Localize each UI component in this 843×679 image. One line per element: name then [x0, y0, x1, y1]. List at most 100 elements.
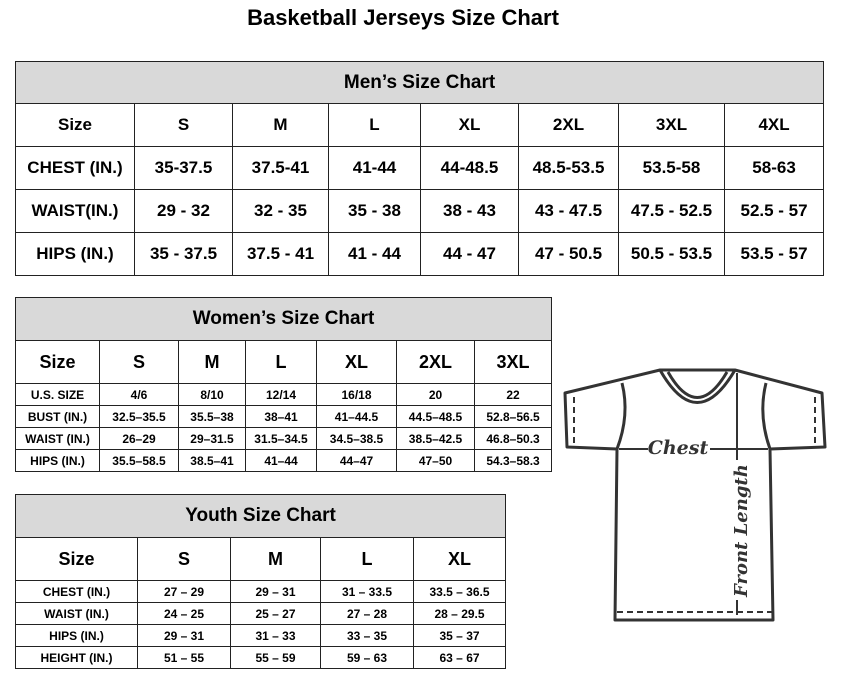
- table-cell: 29 - 32: [134, 189, 233, 233]
- table-cell: S: [99, 340, 179, 384]
- table-cell: 41 - 44: [328, 232, 421, 276]
- table-cell: 35 - 37.5: [134, 232, 233, 276]
- table-cell: 41–44: [245, 449, 317, 472]
- table-row: HIPS (IN.) 29 – 31 31 – 33 33 – 35 35 – 37: [15, 624, 507, 647]
- youth-size-table: Youth Size Chart Size S M L XL CHEST (IN.) 27 …: [14, 494, 507, 669]
- chest-label: Chest: [648, 437, 709, 459]
- table-cell: XL: [316, 340, 397, 384]
- table-cell: 16/18: [316, 383, 397, 406]
- table-cell: 44-48.5: [420, 146, 519, 190]
- table-row: HEIGHT (IN.) 51 – 55 55 – 59 59 – 63 63 – 67: [15, 646, 507, 669]
- table-cell: 34.5–38.5: [316, 427, 397, 450]
- table-row: Size S M L XL: [15, 537, 507, 581]
- table-cell: S: [137, 537, 231, 581]
- table-row: CHEST (IN.) 27 – 29 29 – 31 31 – 33.5 33.5 –…: [15, 580, 507, 603]
- table-cell: 33.5 – 36.5: [412, 580, 507, 603]
- row-label: CHEST (IN.): [15, 580, 138, 603]
- table-cell: 35-37.5: [134, 146, 233, 190]
- table-caption: Youth Size Chart: [14, 494, 507, 538]
- table-cell: L: [328, 103, 421, 147]
- table-cell: 27 – 29: [137, 580, 231, 603]
- table-cell: 47.5 - 52.5: [618, 189, 725, 233]
- sleeve-seam-left: [615, 382, 627, 450]
- table-cell: 53.5-58: [618, 146, 725, 190]
- table-cell: 38 - 43: [420, 189, 519, 233]
- table-row: BUST (IN.) 32.5–35.5 35.5–38 38–41 41–44.5 44…: [15, 405, 553, 428]
- table-cell: 3XL: [618, 103, 725, 147]
- row-label: Size: [15, 103, 135, 147]
- jersey-diagram: Chest Front Length: [563, 368, 827, 622]
- table-row: CHEST (IN.) 35-37.5 37.5-41 41-44 44-48.5 48.…: [15, 146, 825, 190]
- row-label: BUST (IN.): [15, 405, 100, 428]
- table-cell: 4XL: [723, 103, 825, 147]
- table-cell: 31.5–34.5: [245, 427, 317, 450]
- table-row: Size S M L XL 2XL 3XL: [15, 340, 553, 384]
- table-cell: 38.5–41: [178, 449, 246, 472]
- table-cell: 4/6: [99, 383, 179, 406]
- table-cell: M: [232, 103, 329, 147]
- table-cell: 31 – 33.5: [320, 580, 414, 603]
- table-cell: 31 – 33: [230, 624, 321, 647]
- table-cell: 22: [473, 383, 553, 406]
- table-caption: Women’s Size Chart: [14, 297, 553, 341]
- table-cell: 29 – 31: [230, 580, 321, 603]
- table-caption: Men’s Size Chart: [14, 61, 825, 104]
- table-row: WAIST (IN.) 24 – 25 25 – 27 27 – 28 28 – 29.…: [15, 602, 507, 625]
- table-cell: 44.5–48.5: [396, 405, 475, 428]
- table-cell: 37.5-41: [232, 146, 329, 190]
- table-cell: 53.5 - 57: [723, 232, 825, 276]
- table-cell: 20: [396, 383, 475, 406]
- table-cell: 51 – 55: [137, 646, 231, 669]
- table-row: WAIST (IN.) 26–29 29–31.5 31.5–34.5 34.5–38.…: [15, 427, 553, 450]
- table-cell: 32 - 35: [232, 189, 329, 233]
- table-cell: 35 - 38: [328, 189, 421, 233]
- table-cell: 35.5–58.5: [99, 449, 179, 472]
- table-cell: 33 – 35: [320, 624, 414, 647]
- table-cell: L: [320, 537, 414, 581]
- table-cell: 38–41: [245, 405, 317, 428]
- table-cell: 58-63: [723, 146, 825, 190]
- table-cell: XL: [412, 537, 507, 581]
- table-row: HIPS (IN.) 35.5–58.5 38.5–41 41–44 44–47 47–5…: [15, 449, 553, 472]
- table-cell: 2XL: [518, 103, 619, 147]
- table-cell: 52.5 - 57: [723, 189, 825, 233]
- table-cell: 44 - 47: [420, 232, 519, 276]
- table-cell: 48.5-53.5: [518, 146, 619, 190]
- table-cell: 3XL: [473, 340, 553, 384]
- table-row: WAIST(IN.) 29 - 32 32 - 35 35 - 38 38 - 43 43…: [15, 189, 825, 233]
- sleeve-seam-right: [761, 382, 772, 450]
- table-cell: 32.5–35.5: [99, 405, 179, 428]
- table-cell: 26–29: [99, 427, 179, 450]
- table-cell: 47–50: [396, 449, 475, 472]
- table-cell: 38.5–42.5: [396, 427, 475, 450]
- front-length-label: Front Length: [731, 464, 752, 598]
- table-cell: 52.8–56.5: [473, 405, 553, 428]
- table-cell: S: [134, 103, 233, 147]
- page-title: Basketball Jerseys Size Chart: [247, 5, 559, 30]
- table-cell: L: [245, 340, 317, 384]
- table-cell: 8/10: [178, 383, 246, 406]
- row-label: WAIST (IN.): [15, 427, 100, 450]
- table-row: U.S. SIZE 4/6 8/10 12/14 16/18 20 22: [15, 383, 553, 406]
- table-cell: 25 – 27: [230, 602, 321, 625]
- row-label: CHEST (IN.): [15, 146, 135, 190]
- table-cell: 24 – 25: [137, 602, 231, 625]
- table-cell: 47 - 50.5: [518, 232, 619, 276]
- shirt-outline: [563, 368, 827, 622]
- table-cell: 41-44: [328, 146, 421, 190]
- womens-size-table: Women’s Size Chart Size S M L XL 2XL 3XL U.S. S…: [14, 297, 553, 472]
- table-cell: 63 – 67: [412, 646, 507, 669]
- table-cell: 35 – 37: [412, 624, 507, 647]
- table-cell: 28 – 29.5: [412, 602, 507, 625]
- table-cell: M: [230, 537, 321, 581]
- table-cell: 54.3–58.3: [473, 449, 553, 472]
- table-cell: 27 – 28: [320, 602, 414, 625]
- table-cell: 29 – 31: [137, 624, 231, 647]
- table-cell: XL: [420, 103, 519, 147]
- table-cell: 12/14: [245, 383, 317, 406]
- row-label: HEIGHT (IN.): [15, 646, 138, 669]
- table-cell: 29–31.5: [178, 427, 246, 450]
- table-cell: 2XL: [396, 340, 475, 384]
- table-cell: 59 – 63: [320, 646, 414, 669]
- table-cell: 46.8–50.3: [473, 427, 553, 450]
